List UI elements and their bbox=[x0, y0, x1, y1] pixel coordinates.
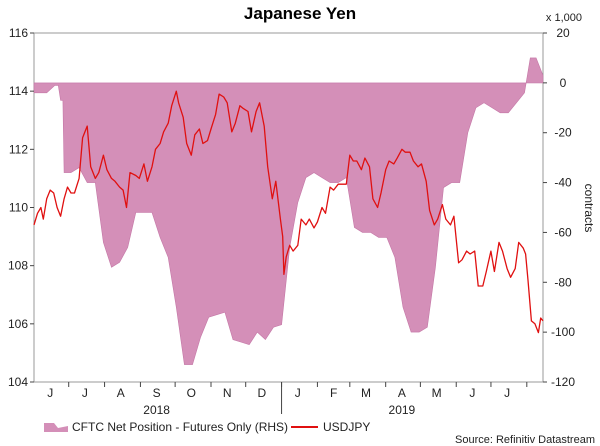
left-tick-label: 114 bbox=[9, 84, 28, 98]
right-axis: 20 0 -20 -40 -60 -80 -100 -120 bbox=[543, 26, 575, 389]
right-tick-label: 20 bbox=[556, 26, 570, 40]
right-tick-label: -20 bbox=[554, 126, 572, 140]
left-tick-label: 112 bbox=[9, 142, 28, 156]
year-label-2018: 2018 bbox=[143, 403, 170, 417]
right-tick-label: -120 bbox=[551, 375, 575, 389]
month-tick-label: A bbox=[398, 386, 406, 400]
year-label-2019: 2019 bbox=[389, 403, 416, 417]
source-note: Source: Refinitiv Datastream bbox=[455, 434, 595, 446]
month-tick-label: S bbox=[153, 386, 161, 400]
month-tick-label: M bbox=[361, 386, 371, 400]
left-tick-label: 108 bbox=[8, 259, 28, 273]
chart-title: Japanese Yen bbox=[244, 4, 356, 23]
month-tick-label: J bbox=[469, 386, 475, 400]
right-tick-label: -40 bbox=[554, 176, 572, 190]
cftc-net-position-area bbox=[33, 57, 544, 365]
month-tick-label: J bbox=[295, 386, 301, 400]
legend-label-cftc: CFTC Net Position - Futures Only (RHS) bbox=[72, 420, 288, 434]
month-tick-label: D bbox=[258, 386, 267, 400]
legend-label-usdjpy: USDJPY bbox=[323, 420, 370, 434]
right-tick-label: -60 bbox=[554, 225, 572, 239]
left-tick-label: 106 bbox=[8, 317, 28, 331]
month-tick-label: A bbox=[117, 386, 125, 400]
month-tick-label: J bbox=[82, 386, 88, 400]
left-tick-label: 110 bbox=[9, 201, 28, 215]
legend: CFTC Net Position - Futures Only (RHS) U… bbox=[44, 420, 370, 434]
month-tick-label: O bbox=[187, 386, 196, 400]
month-tick-label: J bbox=[47, 386, 53, 400]
left-tick-label: 104 bbox=[8, 375, 28, 389]
left-axis: 116 114 112 110 108 106 104 bbox=[8, 26, 34, 389]
right-axis-label: contracts bbox=[582, 184, 596, 233]
right-tick-label: 0 bbox=[560, 76, 567, 90]
month-tick-label: M bbox=[432, 386, 442, 400]
legend-area-swatch bbox=[44, 423, 68, 432]
left-tick-label: 116 bbox=[9, 26, 28, 40]
right-tick-label: -100 bbox=[551, 325, 575, 339]
month-tick-label: F bbox=[330, 386, 337, 400]
month-tick-label: N bbox=[223, 386, 232, 400]
right-tick-label: -80 bbox=[554, 275, 572, 289]
usdjpy-line bbox=[33, 90, 544, 334]
month-tick-label: J bbox=[504, 386, 510, 400]
right-axis-scale-note: x 1,000 bbox=[546, 12, 582, 24]
